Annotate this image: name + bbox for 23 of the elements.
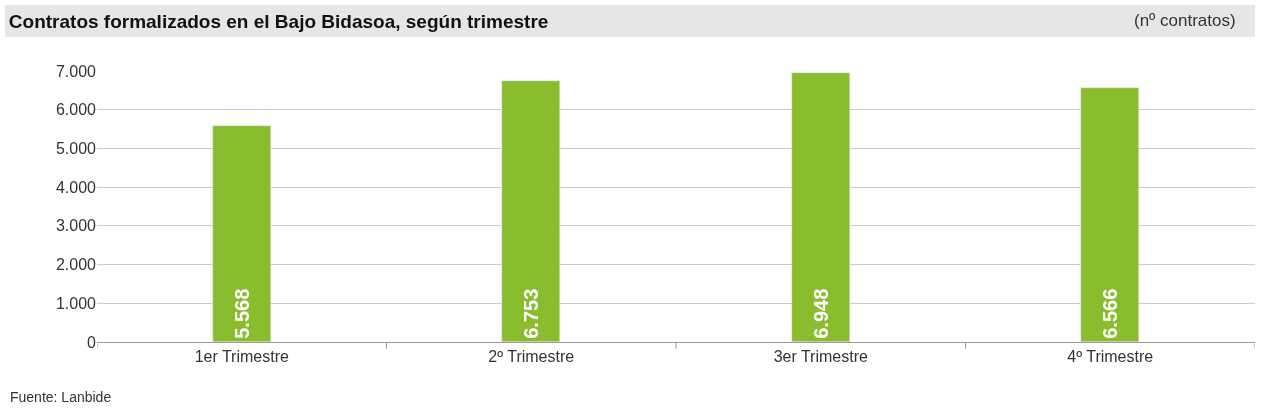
x-tick-label: 4º Trimestre [1067,348,1154,366]
chart-title: Contratos formalizados en el Bajo Bidasoa, según trimestre [8,10,549,32]
y-tick-label: 3.000 [55,217,97,235]
data-label: 6.753 [519,288,542,339]
text: (nº contratos) [1134,11,1236,30]
y-tick-label: 0 [87,333,97,351]
bar [791,72,850,342]
data-label: 6.948 [809,288,832,339]
y-tick-label: 1.000 [55,294,97,312]
x-tick-label: 3er Trimestre [773,348,868,366]
y-tick-label: 7.000 [55,62,97,80]
bar [1080,87,1139,342]
y-tick-label: 6.000 [55,101,97,119]
y-tick-label: 5.000 [55,140,97,158]
x-tick-label: 2º Trimestre [488,348,575,366]
data-label: 5.568 [230,288,253,339]
data-label: 6.566 [1098,288,1121,339]
x-tick-label: 1er Trimestre [194,348,289,366]
y-tick-label: 4.000 [55,178,97,196]
bar [501,80,560,342]
y-tick-label: 2.000 [55,256,97,274]
bar [212,125,271,342]
source-note: Fuente: Lanbide [10,389,112,405]
